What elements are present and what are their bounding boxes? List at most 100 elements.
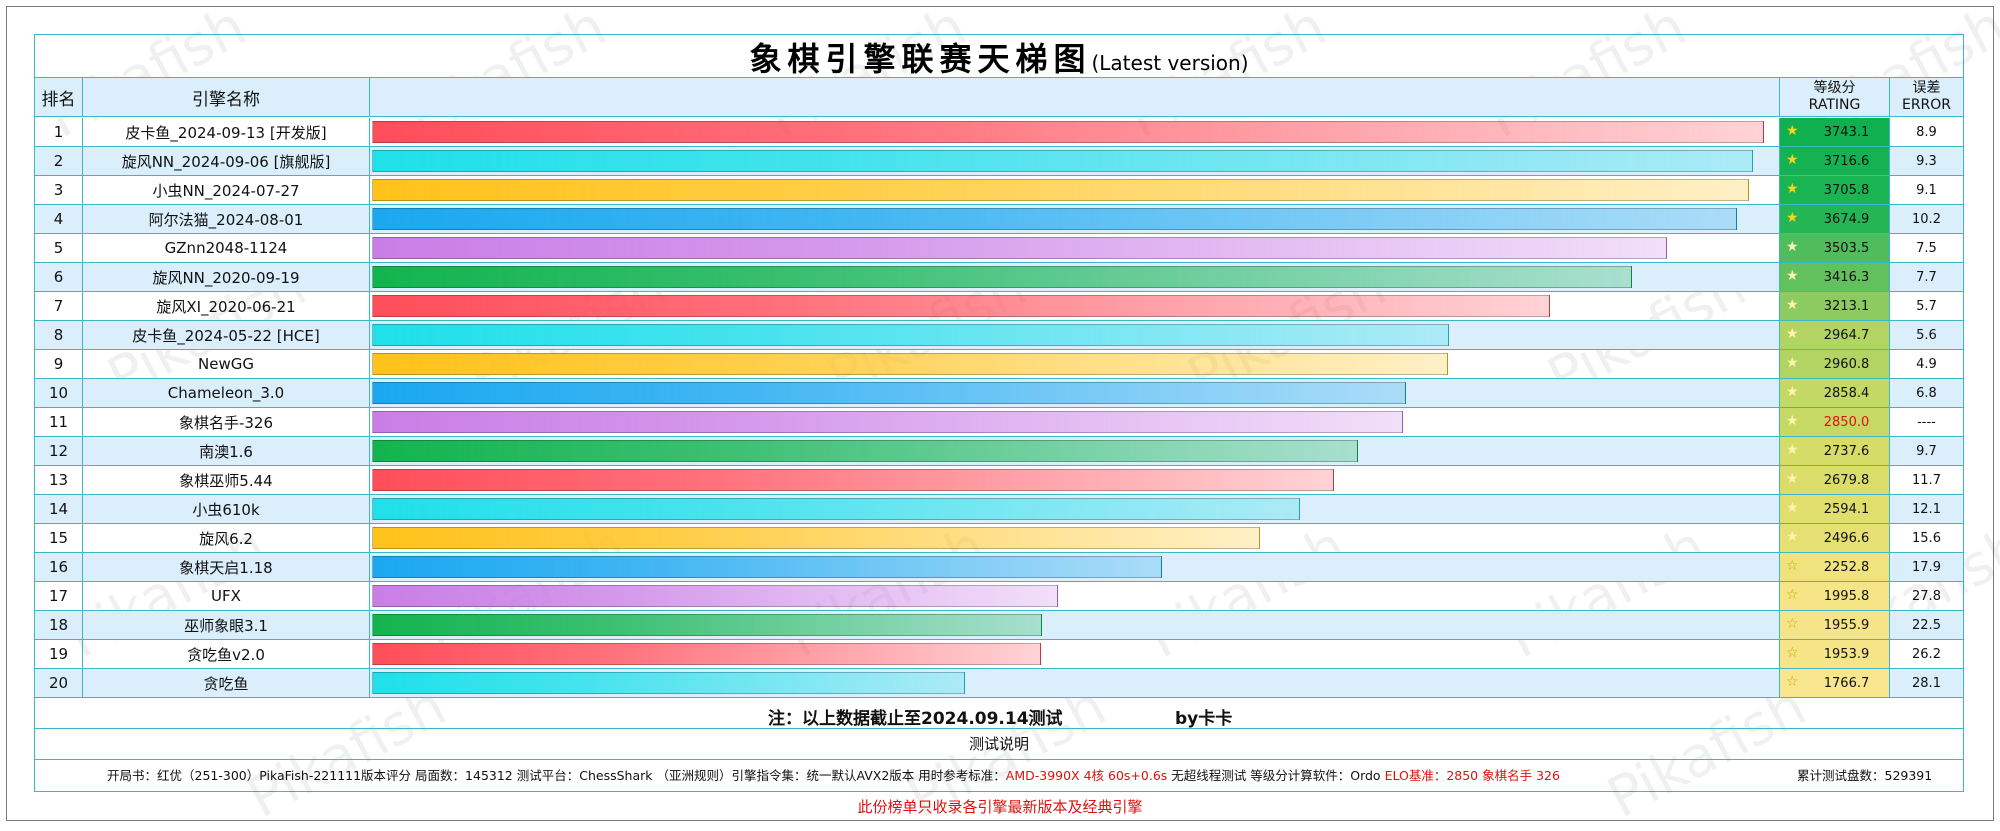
- engine-name-cell: 贪吃鱼v2.0: [83, 640, 370, 669]
- info-total-games: 累计测试盘数：529391: [1797, 768, 1933, 783]
- rank-cell: 15: [35, 524, 83, 553]
- rating-cell: ★ 3743.1: [1780, 118, 1890, 147]
- rating-value: 1953.9: [1823, 646, 1870, 662]
- rating-bar: [372, 353, 1448, 375]
- bar-cell: [370, 611, 1780, 640]
- rating-cell: ★ 2850.0: [1780, 408, 1890, 437]
- rating-bar: [372, 208, 1737, 230]
- rank-cell: 11: [35, 408, 83, 437]
- star-icon: ☆: [1786, 674, 1799, 690]
- error-cell: 15.6: [1890, 524, 1963, 553]
- star-icon: ★: [1786, 326, 1799, 342]
- rank-cell: 4: [35, 205, 83, 234]
- engine-name-cell: 象棋巫师5.44: [83, 466, 370, 495]
- rating-value: 1955.9: [1823, 617, 1870, 633]
- bar-cell: [370, 379, 1780, 408]
- error-cell: 28.1: [1890, 669, 1963, 698]
- bar-cell: [370, 350, 1780, 379]
- rank-cell: 14: [35, 495, 83, 524]
- engine-name-cell: 旋风6.2: [83, 524, 370, 553]
- header-bar-area: [370, 78, 1780, 117]
- rating-cell: ★ 3716.6: [1780, 147, 1890, 176]
- header-error-en: ERROR: [1901, 97, 1952, 113]
- rating-value: 2679.8: [1823, 472, 1870, 488]
- rank-cell: 19: [35, 640, 83, 669]
- rating-cell: ☆ 2252.8: [1780, 553, 1890, 582]
- rating-bar: [372, 150, 1754, 172]
- rating-bar: [372, 266, 1632, 288]
- rating-value: 2964.7: [1823, 327, 1870, 343]
- engine-name-cell: GZnn2048-1124: [83, 234, 370, 263]
- rating-cell: ★ 2496.6: [1780, 524, 1890, 553]
- rating-bar: [372, 527, 1261, 549]
- engine-name-cell: NewGG: [83, 350, 370, 379]
- table-row: 13 象棋巫师5.44 ★ 2679.8 11.7: [35, 466, 1963, 495]
- rank-cell: 18: [35, 611, 83, 640]
- info-cpu: AMD-3990X 4核 60s+0.6s: [1005, 768, 1168, 783]
- rank-cell: 9: [35, 350, 83, 379]
- bar-cell: [370, 495, 1780, 524]
- error-cell: 9.7: [1890, 437, 1963, 466]
- rank-cell: 7: [35, 292, 83, 321]
- test-info-line: 开局书：红优（251-300）PikaFish-221111版本评分 局面数：1…: [35, 760, 1963, 791]
- star-icon: ★: [1786, 529, 1799, 545]
- engine-name-cell: 南澳1.6: [83, 437, 370, 466]
- star-icon: ☆: [1786, 587, 1799, 603]
- rating-cell: ★ 2594.1: [1780, 495, 1890, 524]
- rank-cell: 20: [35, 669, 83, 698]
- rating-value: 2737.6: [1823, 443, 1870, 459]
- rating-value: 2960.8: [1823, 356, 1870, 372]
- error-cell: 7.5: [1890, 234, 1963, 263]
- chart-title-sub: (Latest version): [1091, 51, 1249, 75]
- rank-cell: 5: [35, 234, 83, 263]
- rating-value: 1766.7: [1823, 675, 1870, 691]
- table-row: 2 旋风NN_2024-09-06 [旗舰版] ★ 3716.6 9.3: [35, 147, 1963, 176]
- bar-cell: [370, 321, 1780, 350]
- rating-bar: [372, 237, 1668, 259]
- rating-value: 3716.6: [1823, 153, 1870, 169]
- rating-bar: [372, 498, 1300, 520]
- table-row: 6 旋风NN_2020-09-19 ★ 3416.3 7.7: [35, 263, 1963, 292]
- table-row: 18 巫师象眼3.1 ☆ 1955.9 22.5: [35, 611, 1963, 640]
- star-icon: ★: [1786, 210, 1799, 226]
- bar-cell: [370, 176, 1780, 205]
- rating-bar: [372, 295, 1550, 317]
- chart-title: 象棋引擎联赛天梯图(Latest version): [35, 35, 1963, 78]
- bar-cell: [370, 147, 1780, 176]
- rating-bar: [372, 440, 1358, 462]
- header-rating: 等级分 RATING: [1780, 78, 1890, 117]
- test-explanation-heading: 测试说明: [35, 729, 1963, 760]
- star-icon: ★: [1786, 123, 1799, 139]
- rating-cell: ★ 2679.8: [1780, 466, 1890, 495]
- rank-cell: 2: [35, 147, 83, 176]
- rating-cell: ☆ 1955.9: [1780, 611, 1890, 640]
- bar-cell: [370, 640, 1780, 669]
- error-cell: 9.3: [1890, 147, 1963, 176]
- table-row: 14 小虫610k ★ 2594.1 12.1: [35, 495, 1963, 524]
- error-cell: 4.9: [1890, 350, 1963, 379]
- rating-bar: [372, 469, 1335, 491]
- rating-value: 3213.1: [1823, 298, 1870, 314]
- note-author: by卡卡: [1175, 709, 1233, 729]
- star-icon: ★: [1786, 442, 1799, 458]
- bar-cell: [370, 582, 1780, 611]
- table-row: 16 象棋天启1.18 ☆ 2252.8 17.9: [35, 553, 1963, 582]
- info-part1: 开局书：红优（251-300）PikaFish-221111版本评分 局面数：1…: [107, 768, 1006, 783]
- rating-bar: [372, 556, 1162, 578]
- engine-name-cell: 旋风NN_2020-09-19: [83, 263, 370, 292]
- rating-value: 3743.1: [1823, 124, 1870, 140]
- star-icon: ★: [1786, 152, 1799, 168]
- table-row: 12 南澳1.6 ★ 2737.6 9.7: [35, 437, 1963, 466]
- error-cell: 10.2: [1890, 205, 1963, 234]
- rating-bar: [372, 643, 1041, 665]
- star-icon: ☆: [1786, 558, 1799, 574]
- rating-value: 2858.4: [1823, 385, 1870, 401]
- error-cell: 17.9: [1890, 553, 1963, 582]
- table-row: 9 NewGG ★ 2960.8 4.9: [35, 350, 1963, 379]
- rating-cell: ☆ 1766.7: [1780, 669, 1890, 698]
- rating-bar: [372, 411, 1403, 433]
- rating-bar: [372, 179, 1750, 201]
- rank-cell: 17: [35, 582, 83, 611]
- bar-cell: [370, 466, 1780, 495]
- bar-cell: [370, 263, 1780, 292]
